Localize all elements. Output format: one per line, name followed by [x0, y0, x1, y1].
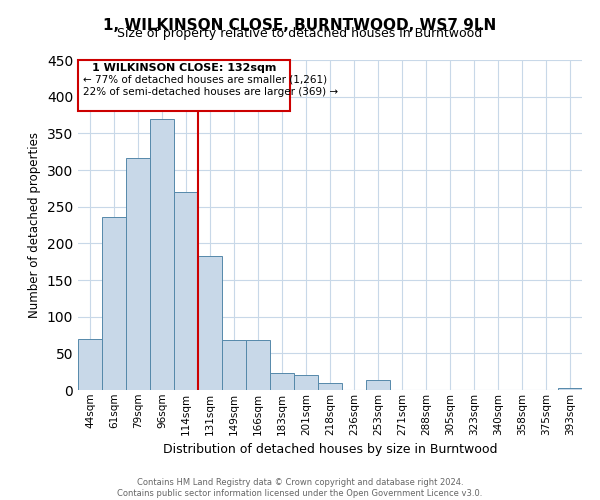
Bar	[102, 217, 126, 390]
Text: Size of property relative to detached houses in Burntwood: Size of property relative to detached ho…	[118, 28, 482, 40]
Bar	[318, 382, 342, 390]
Text: 1, WILKINSON CLOSE, BURNTWOOD, WS7 9LN: 1, WILKINSON CLOSE, BURNTWOOD, WS7 9LN	[103, 18, 497, 32]
Bar	[270, 373, 294, 390]
X-axis label: Distribution of detached houses by size in Burntwood: Distribution of detached houses by size …	[163, 443, 497, 456]
Bar	[198, 256, 222, 390]
Bar	[366, 380, 390, 390]
Bar	[558, 388, 582, 390]
Text: 22% of semi-detached houses are larger (369) →: 22% of semi-detached houses are larger (…	[83, 87, 338, 97]
Bar	[294, 374, 318, 390]
Bar	[222, 340, 246, 390]
Text: 1 WILKINSON CLOSE: 132sqm: 1 WILKINSON CLOSE: 132sqm	[92, 64, 276, 74]
Text: Contains HM Land Registry data © Crown copyright and database right 2024.
Contai: Contains HM Land Registry data © Crown c…	[118, 478, 482, 498]
Bar	[78, 338, 102, 390]
Text: ← 77% of detached houses are smaller (1,261): ← 77% of detached houses are smaller (1,…	[83, 75, 327, 85]
FancyBboxPatch shape	[78, 60, 290, 111]
Bar	[174, 192, 198, 390]
Bar	[150, 118, 174, 390]
Y-axis label: Number of detached properties: Number of detached properties	[28, 132, 41, 318]
Bar	[246, 340, 270, 390]
Bar	[126, 158, 150, 390]
